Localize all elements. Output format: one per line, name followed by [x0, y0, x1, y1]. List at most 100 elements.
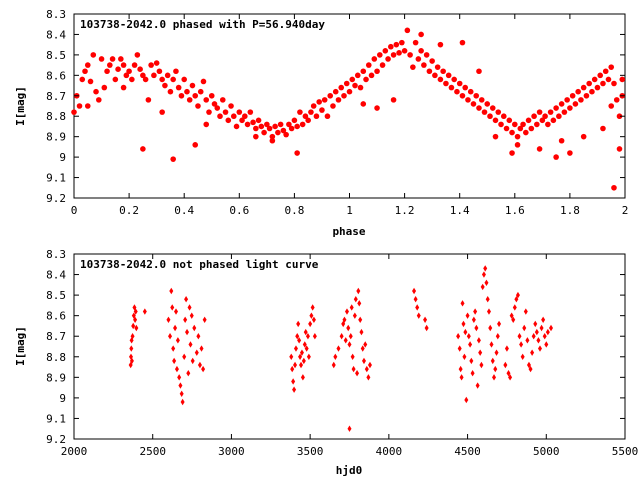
- data-point: [294, 150, 300, 156]
- data-point: [174, 308, 179, 315]
- data-point: [186, 97, 193, 103]
- data-point: [178, 382, 183, 389]
- data-point: [619, 76, 626, 83]
- data-point: [275, 129, 281, 136]
- data-point: [104, 68, 110, 75]
- y-tick-label: 8.5: [46, 289, 66, 302]
- data-point: [181, 76, 187, 83]
- data-point: [339, 333, 344, 340]
- data-point: [200, 78, 207, 85]
- data-point: [140, 72, 146, 79]
- data-point: [164, 72, 171, 79]
- data-point: [437, 41, 444, 48]
- data-point: [341, 92, 347, 99]
- data-point: [184, 88, 190, 95]
- data-point: [170, 76, 176, 83]
- y-axis-label-top: I[mag]: [14, 86, 27, 126]
- data-point: [536, 337, 541, 344]
- data-point: [156, 68, 163, 75]
- data-point: [569, 92, 576, 99]
- data-point: [503, 361, 508, 369]
- y-tick-label: 8.7: [46, 90, 66, 103]
- data-point: [556, 113, 562, 120]
- data-point: [531, 113, 537, 120]
- data-point: [504, 345, 509, 352]
- data-point: [239, 117, 245, 124]
- y-tick-label: 8.8: [46, 351, 66, 364]
- data-point: [299, 121, 306, 128]
- data-point: [192, 324, 197, 332]
- data-point: [261, 129, 267, 136]
- data-point: [183, 316, 188, 323]
- data-point: [247, 109, 254, 115]
- y-tick-label: 8.4: [46, 269, 66, 282]
- data-point: [201, 365, 206, 373]
- data-point: [404, 27, 411, 34]
- data-point: [244, 121, 251, 128]
- data-point: [492, 374, 497, 381]
- data-point: [580, 133, 587, 140]
- data-point: [175, 337, 180, 344]
- data-point: [469, 357, 474, 365]
- data-point: [470, 101, 477, 107]
- data-point: [148, 62, 154, 68]
- data-point: [465, 97, 471, 103]
- data-point: [357, 84, 364, 91]
- data-point: [331, 361, 336, 369]
- data-point: [511, 316, 516, 323]
- data-point: [578, 97, 584, 103]
- data-point: [310, 304, 315, 311]
- data-point: [432, 72, 438, 79]
- x-tick-label: 4500: [454, 445, 481, 458]
- data-point: [564, 97, 570, 103]
- data-point: [519, 341, 524, 348]
- data-point: [84, 103, 91, 109]
- chart-title-bottom: 103738-2042.0 not phased light curve: [80, 258, 319, 271]
- data-point: [541, 316, 546, 323]
- points-bottom: [128, 265, 554, 432]
- data-point: [214, 105, 221, 111]
- data-point: [468, 341, 473, 348]
- data-point: [166, 316, 171, 323]
- data-point: [401, 48, 408, 54]
- data-point: [250, 119, 256, 126]
- data-point: [79, 76, 86, 83]
- data-point: [611, 184, 617, 191]
- data-point: [184, 296, 189, 303]
- data-point: [202, 316, 207, 323]
- data-point: [292, 386, 297, 393]
- data-point: [611, 80, 617, 87]
- data-point: [463, 328, 468, 336]
- data-point: [283, 131, 289, 138]
- data-point: [423, 316, 428, 323]
- data-point: [495, 333, 500, 340]
- data-point: [390, 97, 397, 103]
- data-point: [142, 76, 149, 83]
- data-point: [492, 117, 499, 124]
- data-point: [525, 117, 532, 124]
- data-point: [423, 52, 430, 58]
- data-point: [440, 68, 446, 75]
- data-point: [174, 365, 179, 373]
- data-point: [509, 312, 514, 319]
- x-axis-label-bottom: hjd0: [336, 464, 363, 477]
- data-point: [374, 105, 380, 111]
- data-point: [134, 324, 139, 332]
- data-point: [290, 365, 295, 373]
- data-point: [293, 345, 298, 352]
- data-point: [123, 72, 130, 79]
- data-point: [349, 76, 356, 83]
- data-point: [335, 97, 342, 103]
- data-point: [498, 121, 504, 128]
- data-point: [289, 353, 294, 360]
- data-point: [410, 64, 416, 70]
- data-point: [82, 68, 88, 75]
- data-point: [531, 333, 536, 340]
- data-point: [179, 390, 184, 397]
- data-point: [489, 105, 496, 111]
- data-point: [528, 125, 535, 132]
- data-point: [368, 72, 375, 79]
- data-point: [311, 316, 316, 323]
- data-point: [272, 123, 278, 130]
- data-point: [167, 88, 174, 95]
